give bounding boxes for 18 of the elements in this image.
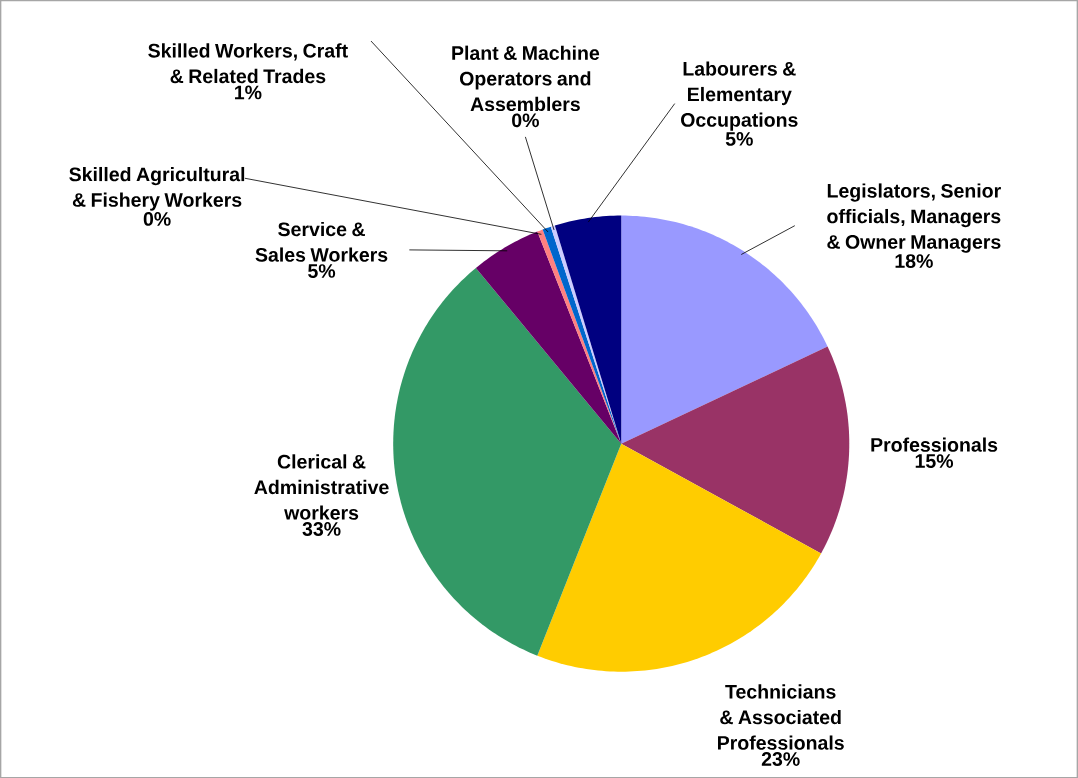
- data-label: 0%: [512, 113, 539, 128]
- data-label: 23%: [761, 751, 800, 766]
- slice-label: Technicians & Associated Professionals: [718, 684, 844, 750]
- data-label: 0%: [143, 211, 171, 226]
- slice-label: Professionals: [871, 437, 998, 452]
- data-label: 5%: [308, 263, 336, 278]
- slice-label: Skilled Agricultural & Fishery Workers: [69, 166, 245, 211]
- slice-label: Clerical & Administrative workers: [254, 454, 389, 520]
- slice-label: Plant & Machine Operators and Assemblers: [452, 45, 600, 111]
- data-label: 18%: [895, 253, 933, 268]
- data-label: 33%: [302, 521, 341, 536]
- slice-label: Skilled Workers, Craft & Related Trades: [148, 43, 348, 84]
- data-label: 15%: [915, 454, 954, 468]
- slice-label: Legislators, Senior officials, Managers & Owner Managers: [827, 183, 1001, 253]
- slice-label: Labourers & Elementary Occupations: [681, 61, 798, 131]
- slice-label: Service & Sales Workers: [255, 221, 388, 262]
- data-label: 5%: [725, 131, 753, 146]
- data-label: 1%: [235, 85, 262, 100]
